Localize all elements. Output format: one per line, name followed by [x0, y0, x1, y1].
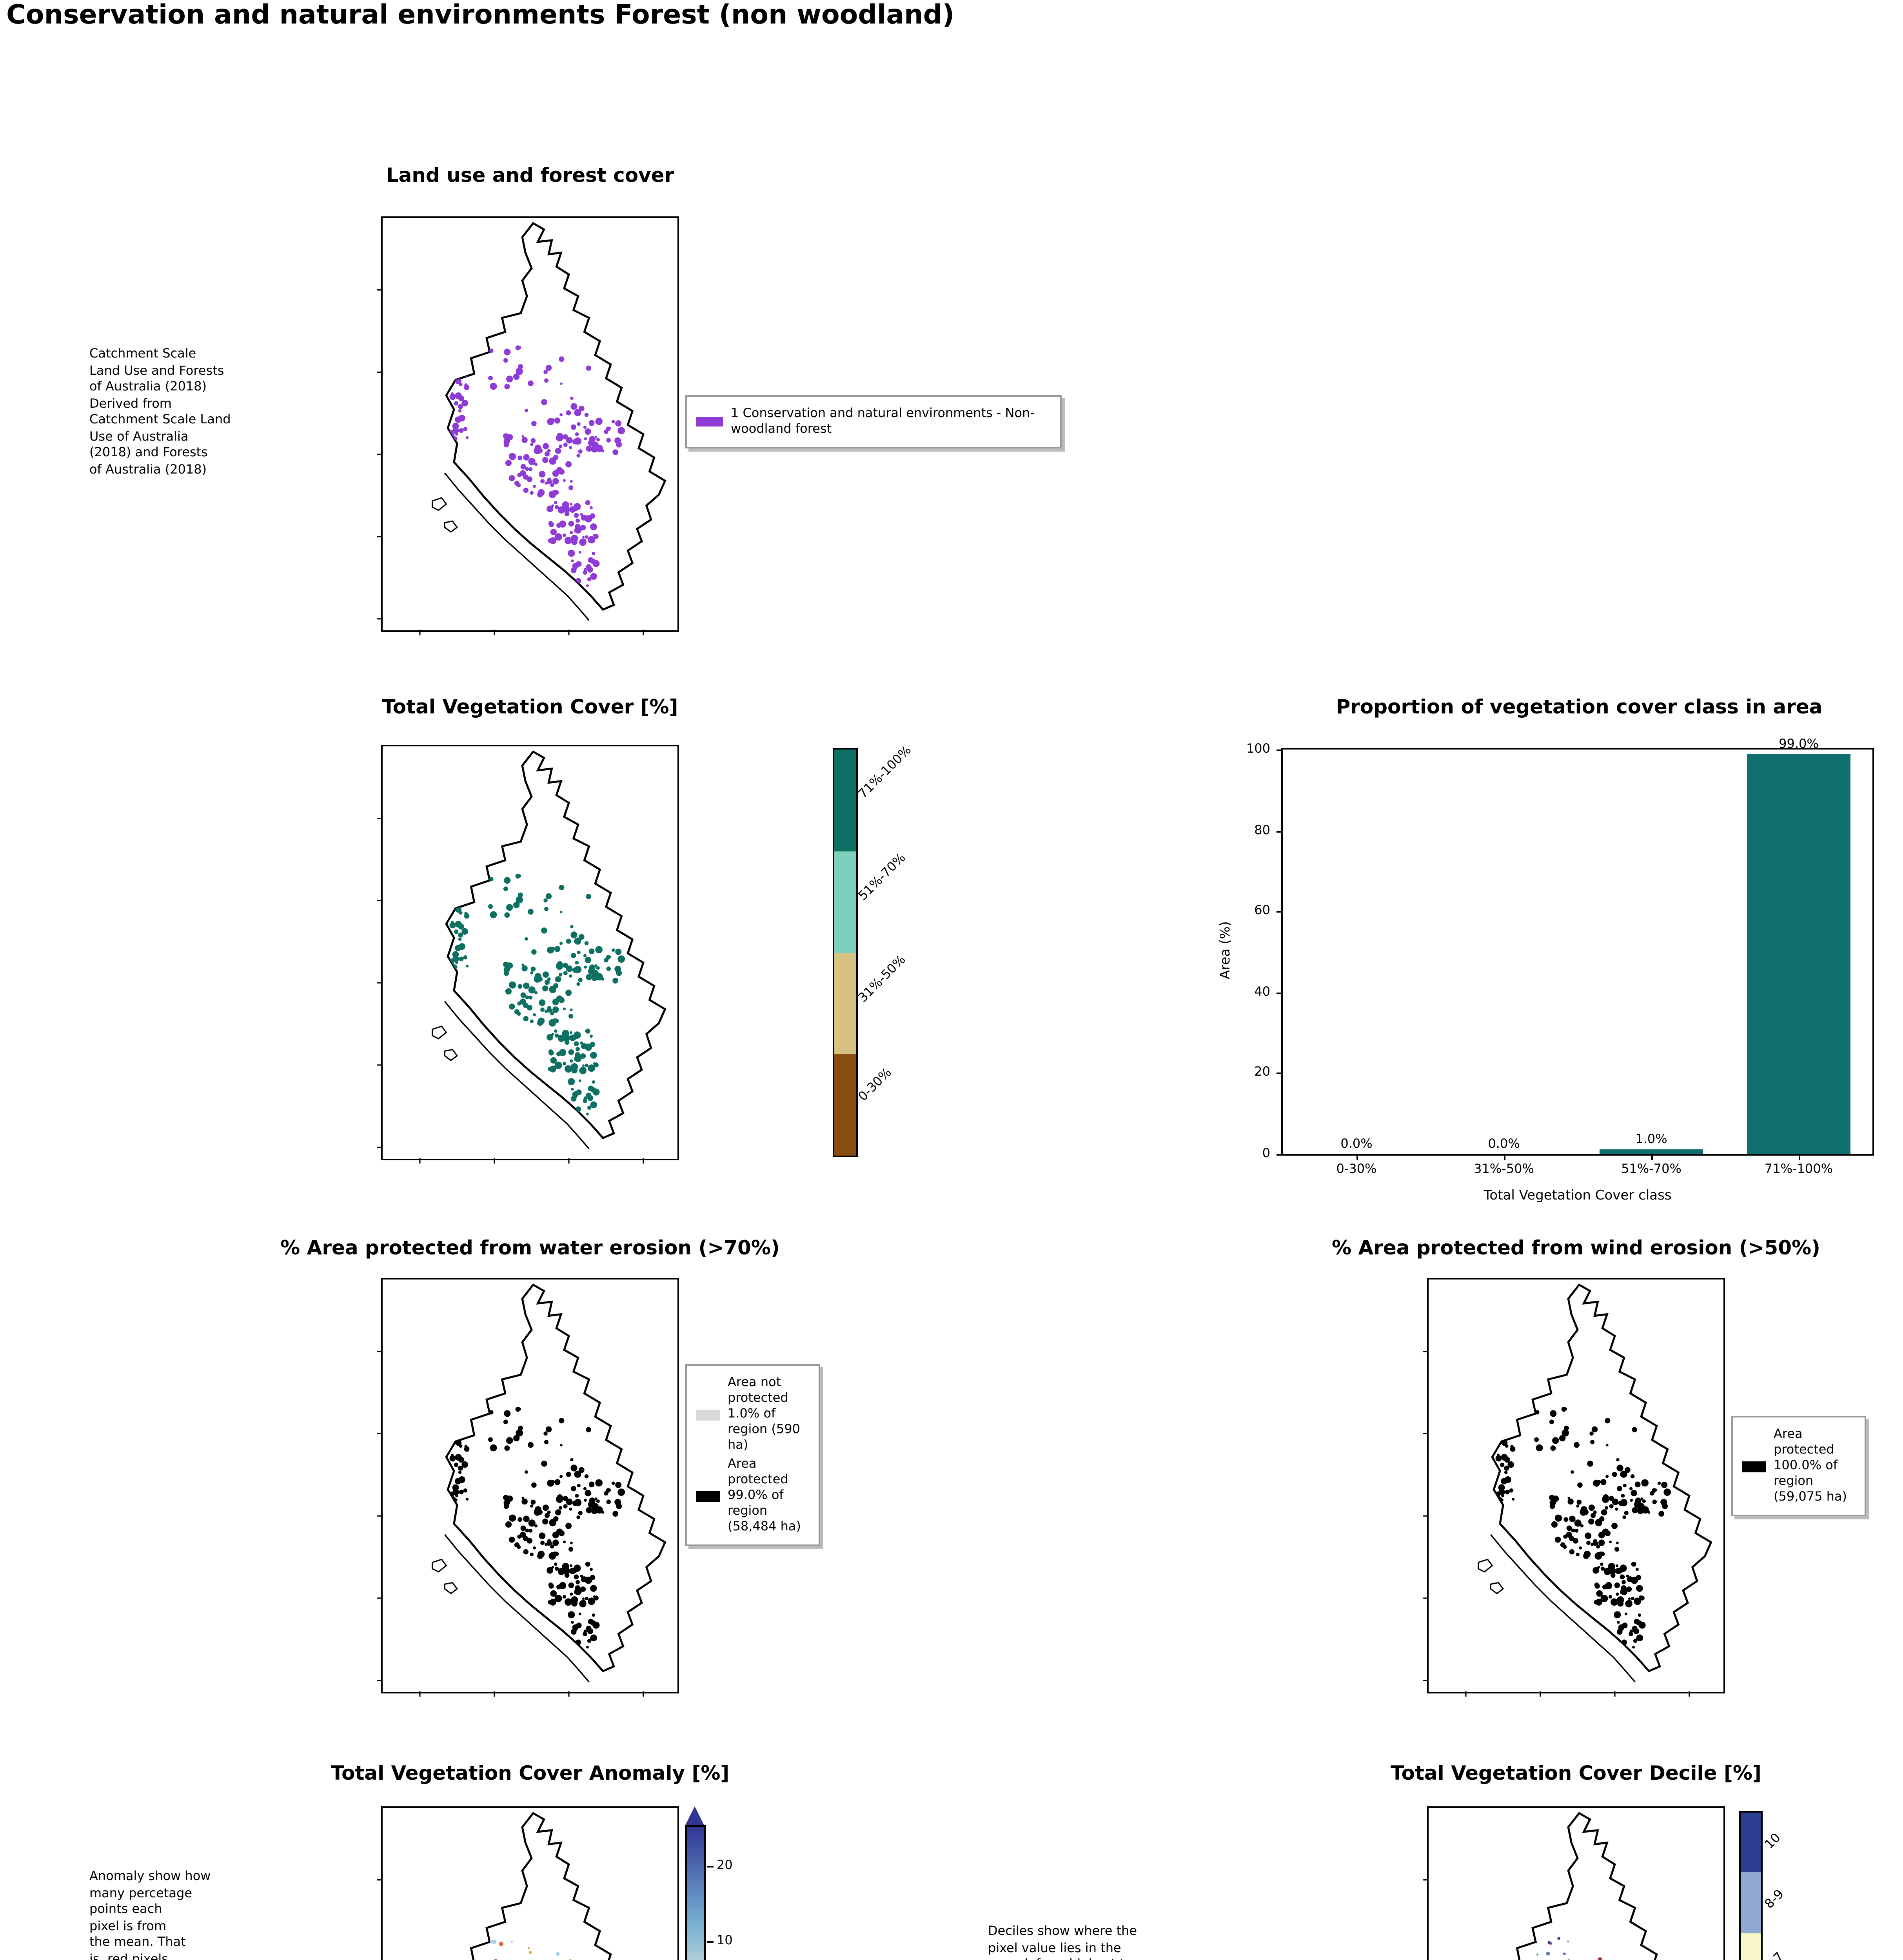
- vegcover-colorbar: [833, 748, 858, 1157]
- vegcover-cb-label-3: 31%-50%: [855, 952, 908, 1005]
- anomaly-colorbar-arrow-top: [685, 1806, 704, 1825]
- colorbar-segment: [834, 1054, 856, 1156]
- panel-title-decile: Total Vegetation Cover Decile [%]: [1391, 1761, 1761, 1784]
- bar-ylabel: Area (%): [1218, 921, 1234, 979]
- water-patches: [448, 1407, 625, 1649]
- vegcover-cb-label-1: 71%-100%: [855, 743, 914, 801]
- vegcover-cb-label-2: 51%-70%: [855, 850, 908, 903]
- landuse-legend-label: 1 Conservation and natural environments …: [731, 406, 1035, 436]
- panel-title-landuse: Land use and forest cover: [386, 163, 674, 187]
- anomaly-colorbar-gradient: [685, 1825, 706, 1960]
- colorbar-segment: [1741, 1933, 1761, 1960]
- map-water: [381, 1278, 679, 1693]
- y-tick-label: 0: [1262, 1146, 1270, 1160]
- landuse-legend: 1 Conservation and natural environments …: [685, 395, 1062, 448]
- wind-legend-swatch: [1742, 1461, 1766, 1472]
- map-vegcover: [381, 745, 679, 1160]
- colorbar-segment: [834, 953, 856, 1054]
- panel-title-water: % Area protected from water erosion (>70…: [280, 1236, 780, 1259]
- map-landuse: [381, 216, 679, 632]
- decile-note: Deciles show where the pixel value lies …: [988, 1924, 1137, 1960]
- landuse-note: Catchment Scale Land Use and Forests of …: [89, 347, 231, 477]
- water-legend: Area not protected 1.0% of region (590 h…: [685, 1364, 820, 1546]
- y-tick-label: 80: [1254, 822, 1270, 837]
- anomaly-tick-10: 10: [717, 1933, 733, 1947]
- decile-cb-label-8-9: 8-9: [1762, 1887, 1787, 1911]
- colorbar-segment: [834, 851, 856, 953]
- anomaly-tick-20: 20: [717, 1858, 733, 1872]
- panel-title-proportion: Proportion of vegetation cover class in …: [1336, 695, 1823, 718]
- page-title: Conservation and natural environments Fo…: [6, 0, 955, 31]
- map-anomaly: [381, 1806, 679, 1960]
- wind-patches: [1494, 1407, 1671, 1649]
- vegcover-cb-label-4: 0-30%: [855, 1065, 894, 1104]
- water-legend-label-protected: Area protected 99.0% of region (58,484 h…: [728, 1457, 801, 1534]
- colorbar-segment: [834, 750, 856, 851]
- panel-title-wind: % Area protected from wind erosion (>50%…: [1331, 1236, 1820, 1259]
- colorbar-segment: [1741, 1873, 1761, 1933]
- bar-51%-70%: [1600, 1150, 1703, 1154]
- y-tick-label: 100: [1246, 742, 1270, 756]
- bar-value-label: 0.0%: [1488, 1137, 1520, 1151]
- landuse-legend-swatch: [696, 417, 723, 426]
- water-legend-label-notprotected: Area not protected 1.0% of region (590 h…: [728, 1375, 800, 1452]
- panel-title-anomaly: Total Vegetation Cover Anomaly [%]: [330, 1761, 730, 1784]
- bar-value-label: 1.0%: [1635, 1132, 1667, 1147]
- y-tick-label: 20: [1254, 1065, 1270, 1080]
- x-tick-label: 31%-50%: [1474, 1162, 1534, 1176]
- bar-value-label: 99.0%: [1779, 736, 1819, 751]
- x-tick-label: 71%-100%: [1764, 1162, 1833, 1176]
- bar-plot: 0.0% 0-30% 0.0% 31%-50% 1.0% 51%-70% 99.0% 71%-…: [1246, 736, 1874, 1176]
- map-decile: [1427, 1806, 1725, 1960]
- colorbar-segment: [1741, 1813, 1761, 1873]
- bar-value-label: 0.0%: [1340, 1137, 1373, 1151]
- x-tick-label: 0-30%: [1336, 1162, 1377, 1176]
- wind-legend: Area protected 100.0% of region (59,075 …: [1731, 1416, 1866, 1516]
- decile-cb-label-4-7: 4-7: [1762, 1950, 1787, 1960]
- landuse-patches: [448, 345, 625, 587]
- anomaly-note: Anomaly show how many percetage points e…: [89, 1869, 211, 1960]
- decile-colorbar: [1739, 1811, 1763, 1960]
- water-legend-swatch-notprotected: [696, 1409, 720, 1420]
- x-tick-label: 51%-70%: [1621, 1162, 1681, 1176]
- y-tick-label: 40: [1254, 984, 1270, 999]
- vegcover-patches: [448, 874, 625, 1116]
- y-tick-label: 60: [1254, 903, 1270, 918]
- wind-legend-label: Area protected 100.0% of region (59,075 …: [1774, 1427, 1847, 1504]
- decile-cb-label-10: 10: [1762, 1830, 1783, 1852]
- bar-xlabel: Total Vegetation Cover class: [1484, 1189, 1672, 1204]
- map-wind: [1427, 1278, 1725, 1693]
- bar-71%-100%: [1747, 753, 1850, 1154]
- panel-title-vegcover: Total Vegetation Cover [%]: [382, 695, 678, 718]
- water-legend-swatch-protected: [696, 1490, 720, 1501]
